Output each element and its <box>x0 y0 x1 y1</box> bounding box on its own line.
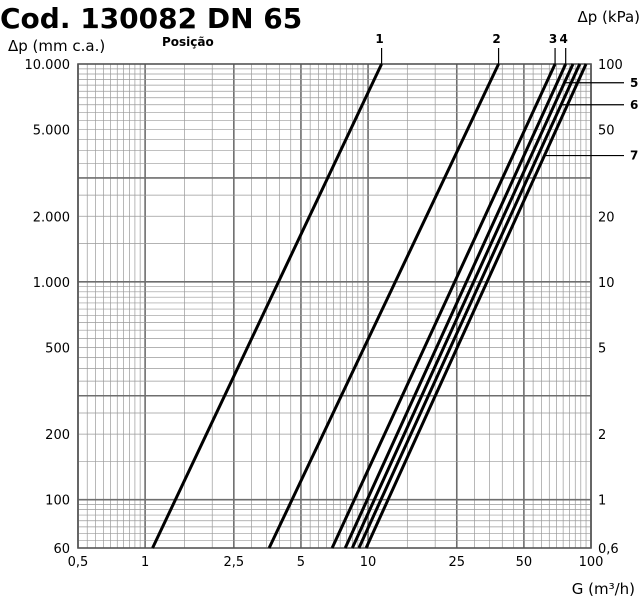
x-tick-label: 10 <box>360 555 377 570</box>
curve-line-6 <box>357 63 582 549</box>
y-left-tick-labels: 10.000 5.000 2.000 1.000 500 200 100 60 <box>25 58 71 557</box>
x-tick-label: 2,5 <box>223 555 244 570</box>
curve-line-1 <box>151 63 383 549</box>
curve-line-5 <box>350 63 575 549</box>
x-axis-label: G (m³/h) <box>572 580 635 598</box>
y-left-tick-label: 5.000 <box>33 124 70 139</box>
y-left-tick-label: 1.000 <box>33 276 70 291</box>
chart-grid <box>77 63 592 549</box>
y-right-tick-label: 5 <box>598 341 606 356</box>
x-tick-label: 100 <box>579 555 604 570</box>
curves <box>151 63 588 549</box>
x-tick-label: 5 <box>297 555 305 570</box>
plot-frame <box>77 63 592 549</box>
curve-label-5: 5 <box>630 76 638 90</box>
curve-label-4: 4 <box>560 32 568 46</box>
y-right-tick-label: 1 <box>598 494 606 509</box>
x-tick-label: 0,5 <box>68 555 89 570</box>
y-right-tick-label: 20 <box>598 210 615 225</box>
y-right-tick-label: 2 <box>598 428 606 443</box>
curve-labels: 1 2 3 4 5 6 7 <box>375 32 638 163</box>
y-left-axis-label: Δp (mm c.a.) <box>8 37 105 55</box>
curve-label-6: 6 <box>630 98 638 112</box>
y-right-tick-labels: 100 50 20 10 5 2 1 0,6 <box>598 58 623 557</box>
curve-label-1: 1 <box>375 32 383 46</box>
y-left-tick-label: 2.000 <box>33 210 70 225</box>
curve-line-3 <box>330 63 557 549</box>
y-right-tick-label: 50 <box>598 124 615 139</box>
y-right-tick-label: 10 <box>598 276 615 291</box>
x-tick-labels: 0,5 1 2,5 5 10 25 50 100 <box>68 555 604 570</box>
curve-line-2 <box>267 63 500 549</box>
y-left-tick-label: 10.000 <box>25 58 71 73</box>
x-tick-label: 50 <box>516 555 533 570</box>
x-tick-label: 25 <box>449 555 466 570</box>
y-left-tick-label: 500 <box>45 341 70 356</box>
y-left-tick-label: 100 <box>45 494 70 509</box>
curve-label-2: 2 <box>492 32 500 46</box>
y-left-tick-label: 200 <box>45 428 70 443</box>
y-right-axis-label: Δp (kPa) <box>577 8 640 26</box>
curve-label-7: 7 <box>630 149 638 163</box>
curve-line-7 <box>364 63 588 549</box>
x-tick-label: 1 <box>141 555 149 570</box>
y-right-tick-label: 100 <box>598 58 623 73</box>
y-left-tick-label: 60 <box>53 542 70 557</box>
y-right-tick-label: 0,6 <box>598 542 619 557</box>
positions-header: Posição <box>162 35 214 49</box>
curve-line-4 <box>343 63 568 549</box>
curve-label-3: 3 <box>549 32 557 46</box>
chart-title: Cod. 130082 DN 65 <box>0 2 302 35</box>
